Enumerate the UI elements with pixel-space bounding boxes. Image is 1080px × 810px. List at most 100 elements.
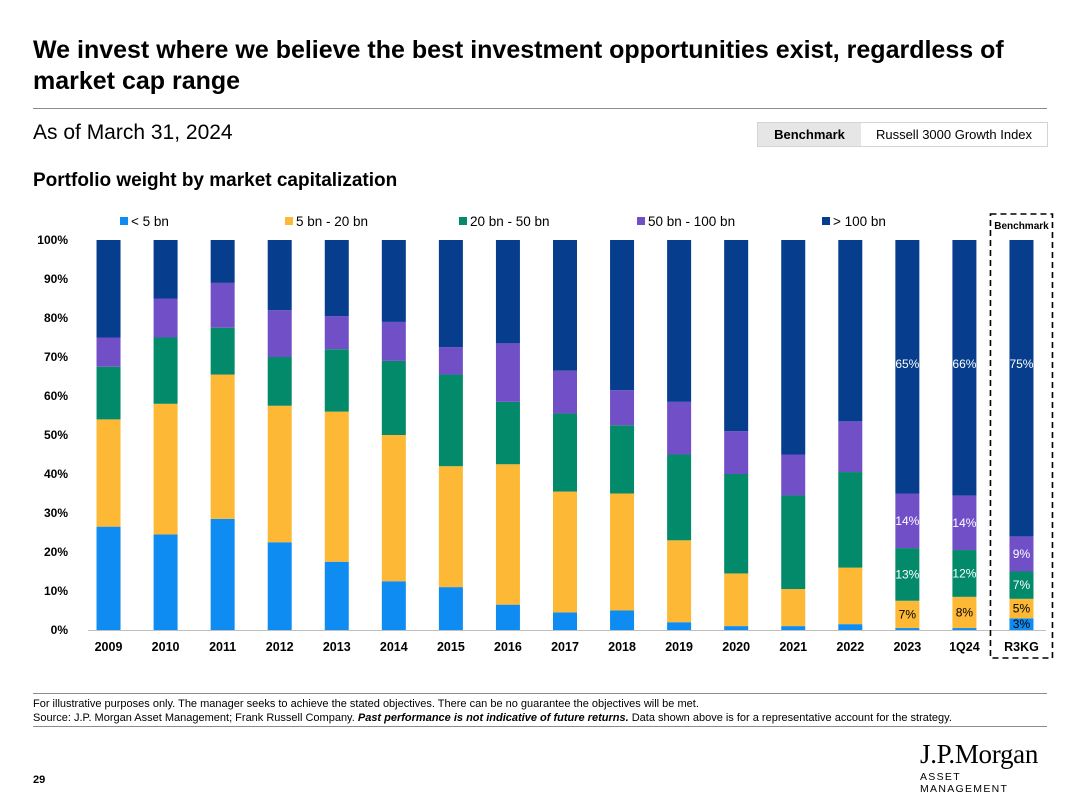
legend-swatch [459,217,467,225]
data-label: 14% [952,516,976,530]
bar-segment-2019-b20_50 [667,454,692,541]
bar-stack-2019 [667,240,692,630]
bar-segment-2020-b5_20 [724,573,749,627]
bar-stacks [96,240,1034,630]
bar-segment-2012-b5_20 [267,405,292,543]
logo-brand: J.P.Morgan [920,739,1039,769]
bar-segment-2021-b20_50 [781,495,806,590]
bar-segment-2015-lt5 [438,587,463,630]
bar-segment-2016-lt5 [495,604,520,630]
bar-segment-2015-b20_50 [438,374,463,467]
legend-item-b20_50: 20 bn - 50 bn [459,214,550,229]
bar-stack-2018 [610,240,635,630]
legend-item-b5_20: 5 bn - 20 bn [285,214,368,229]
bar-segment-2011-gt100 [210,240,235,283]
benchmark-box: Benchmark Russell 3000 Growth Index [757,122,1048,147]
bar-segment-2021-b5_20 [781,589,806,627]
data-label: 3% [1013,617,1031,631]
footnote-divider [33,693,1047,694]
y-tick-label: 60% [44,389,68,403]
x-tick-label: 2023 [893,640,921,654]
bar-segment-2014-gt100 [381,240,406,322]
bar-segment-2018-b5_20 [610,493,635,611]
bar-stack-2023 [895,240,920,630]
footnote-past-performance: Past performance is not indicative of fu… [357,712,629,724]
bar-segment-2017-b5_20 [553,491,577,613]
x-tick-label: 2014 [380,640,408,654]
legend-label: > 100 bn [833,214,886,229]
bar-segment-2012-b20_50 [267,357,292,406]
bar-stack-R3KG [1009,240,1034,630]
legend-item-lt5: < 5 bn [120,214,169,229]
bottom-divider [33,726,1047,727]
y-tick-label: 70% [44,350,68,364]
bar-segment-2009-lt5 [96,526,121,630]
x-axis: 2009 2010 2011 2012 2013 2014 2015 2016 2017 2018… [88,630,1046,654]
bar-segment-2011-lt5 [210,518,235,630]
footnote-source-c: Data shown above is for a representative… [628,712,952,724]
bar-segment-2019-gt100 [667,240,692,402]
bar-segment-2017-gt100 [553,240,577,371]
x-tick-label: R3KG [1004,640,1039,654]
bar-segment-2022-b50_100 [838,421,863,473]
x-tick-label: 2019 [665,640,693,654]
bar-segment-2010-b20_50 [153,337,178,404]
bar-segment-R3KG-lt5 [1009,618,1034,630]
footnote: For illustrative purposes only. The mana… [33,697,1053,725]
data-label: 66% [952,357,976,371]
x-tick-label: 2022 [836,640,864,654]
bar-segment-R3KG-b50_100 [1009,536,1034,572]
bar-segment-2018-lt5 [610,610,635,630]
legend-item-b50_100: 50 bn - 100 bn [637,214,735,229]
benchmark-frame: Benchmark [989,213,1054,659]
chart-subtitle: Portfolio weight by market capitalizatio… [33,170,398,191]
bar-segment-2023-b50_100 [895,493,920,549]
bar-segment-2009-gt100 [96,240,121,338]
y-tick-label: 40% [44,467,68,481]
legend-item-gt100: > 100 bn [822,214,886,229]
x-tick-label: 2016 [494,640,522,654]
legend-swatch [637,217,645,225]
bar-segment-2023-gt100 [895,240,920,494]
bar-segment-2009-b5_20 [96,419,121,527]
footnote-source-a: Source: J.P. Morgan Asset Management; Fr… [33,712,358,724]
legend-label: 5 bn - 20 bn [296,214,368,229]
bar-segment-2021-b50_100 [781,454,806,496]
bar-segment-2013-gt100 [324,240,349,317]
bar-segment-2012-lt5 [267,542,292,630]
bar-stack-2016 [495,240,520,630]
bar-segment-2023-b5_20 [895,600,920,629]
bar-stack-1Q24 [952,240,977,630]
market-cap-chart: < 5 bn 5 bn - 20 bn 20 bn - 50 bn 50 bn - 1… [37,213,1054,659]
bar-segment-1Q24-lt5 [952,628,977,630]
y-tick-label: 30% [44,506,68,520]
bar-segment-2013-lt5 [324,561,349,630]
y-tick-label: 50% [44,428,68,442]
bar-stack-2010 [153,240,178,630]
bar-segment-2017-lt5 [553,612,577,630]
bar-segment-2013-b5_20 [324,411,349,562]
bar-segment-2014-b5_20 [381,435,406,582]
bar-segment-2020-gt100 [724,240,749,432]
bar-segment-1Q24-b20_50 [952,550,977,597]
logo-subtitle: ASSET MANAGEMENT [920,771,1009,795]
bar-segment-2014-b50_100 [381,321,406,361]
bar-segment-2012-gt100 [267,240,292,311]
bar-segment-R3KG-b20_50 [1009,571,1034,599]
data-label: 12% [952,566,976,580]
bar-segment-2020-b20_50 [724,474,749,574]
data-label: 5% [1013,602,1031,616]
footnote-disclaimer: For illustrative purposes only. The mana… [33,698,699,710]
data-label: 65% [895,357,919,371]
jpmorgan-logo: J.P.Morgan ASSET MANAGEMENT [920,740,1050,795]
bar-segment-2015-b50_100 [438,347,463,375]
bar-segment-2015-gt100 [438,240,463,348]
x-tick-label: 2013 [323,640,351,654]
x-tick-label: 1Q24 [949,640,980,654]
bar-segment-1Q24-gt100 [952,240,977,496]
bar-segment-2022-b5_20 [838,567,863,625]
bar-segment-2016-gt100 [495,240,520,344]
data-label: 13% [895,567,919,581]
data-label: 9% [1013,547,1031,561]
page-number: 29 [33,774,46,786]
